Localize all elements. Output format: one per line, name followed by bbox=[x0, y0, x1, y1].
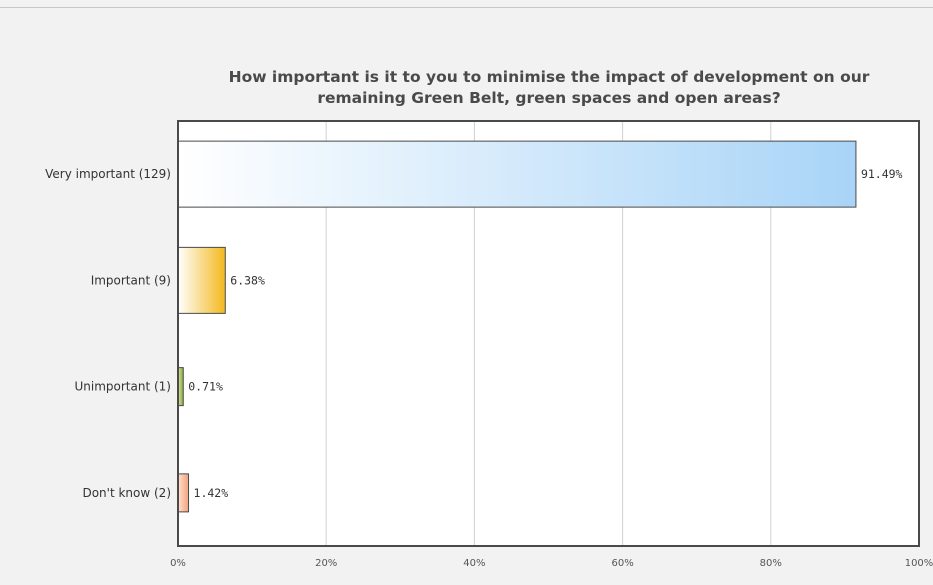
x-axis-ticks: 0% 20% 40% 60% 80% 100% bbox=[170, 558, 933, 569]
value-label: 91.49% bbox=[861, 167, 903, 181]
x-tick-label: 0% bbox=[170, 558, 186, 569]
category-labels: Very important (129) Important (9) Unimpor… bbox=[45, 167, 171, 500]
value-label: 1.42% bbox=[194, 486, 229, 500]
bars bbox=[177, 140, 857, 513]
category-label: Very important (129) bbox=[45, 167, 171, 181]
x-tick-label: 20% bbox=[315, 558, 337, 569]
category-label: Unimportant (1) bbox=[75, 380, 172, 394]
plot-border bbox=[177, 120, 920, 547]
value-label: 0.71% bbox=[188, 380, 223, 394]
bar bbox=[177, 140, 857, 208]
chart-title-line: remaining Green Belt, green spaces and o… bbox=[317, 89, 780, 107]
category-label: Important (9) bbox=[91, 273, 171, 287]
chart-title-line: How important is it to you to minimise t… bbox=[229, 68, 870, 86]
bar bbox=[177, 473, 190, 513]
x-tick-label: 60% bbox=[611, 558, 633, 569]
value-labels: 91.49% 6.38% 0.71% 1.42% bbox=[188, 167, 902, 500]
bar bbox=[177, 246, 226, 314]
chart-title: How important is it to you to minimise t… bbox=[229, 68, 870, 107]
x-tick-label: 40% bbox=[463, 558, 485, 569]
x-tick-label: 100% bbox=[905, 558, 933, 569]
top-divider bbox=[0, 7, 933, 8]
x-tick-label: 80% bbox=[760, 558, 782, 569]
category-label: Don't know (2) bbox=[82, 486, 171, 500]
value-label: 6.38% bbox=[230, 273, 265, 287]
